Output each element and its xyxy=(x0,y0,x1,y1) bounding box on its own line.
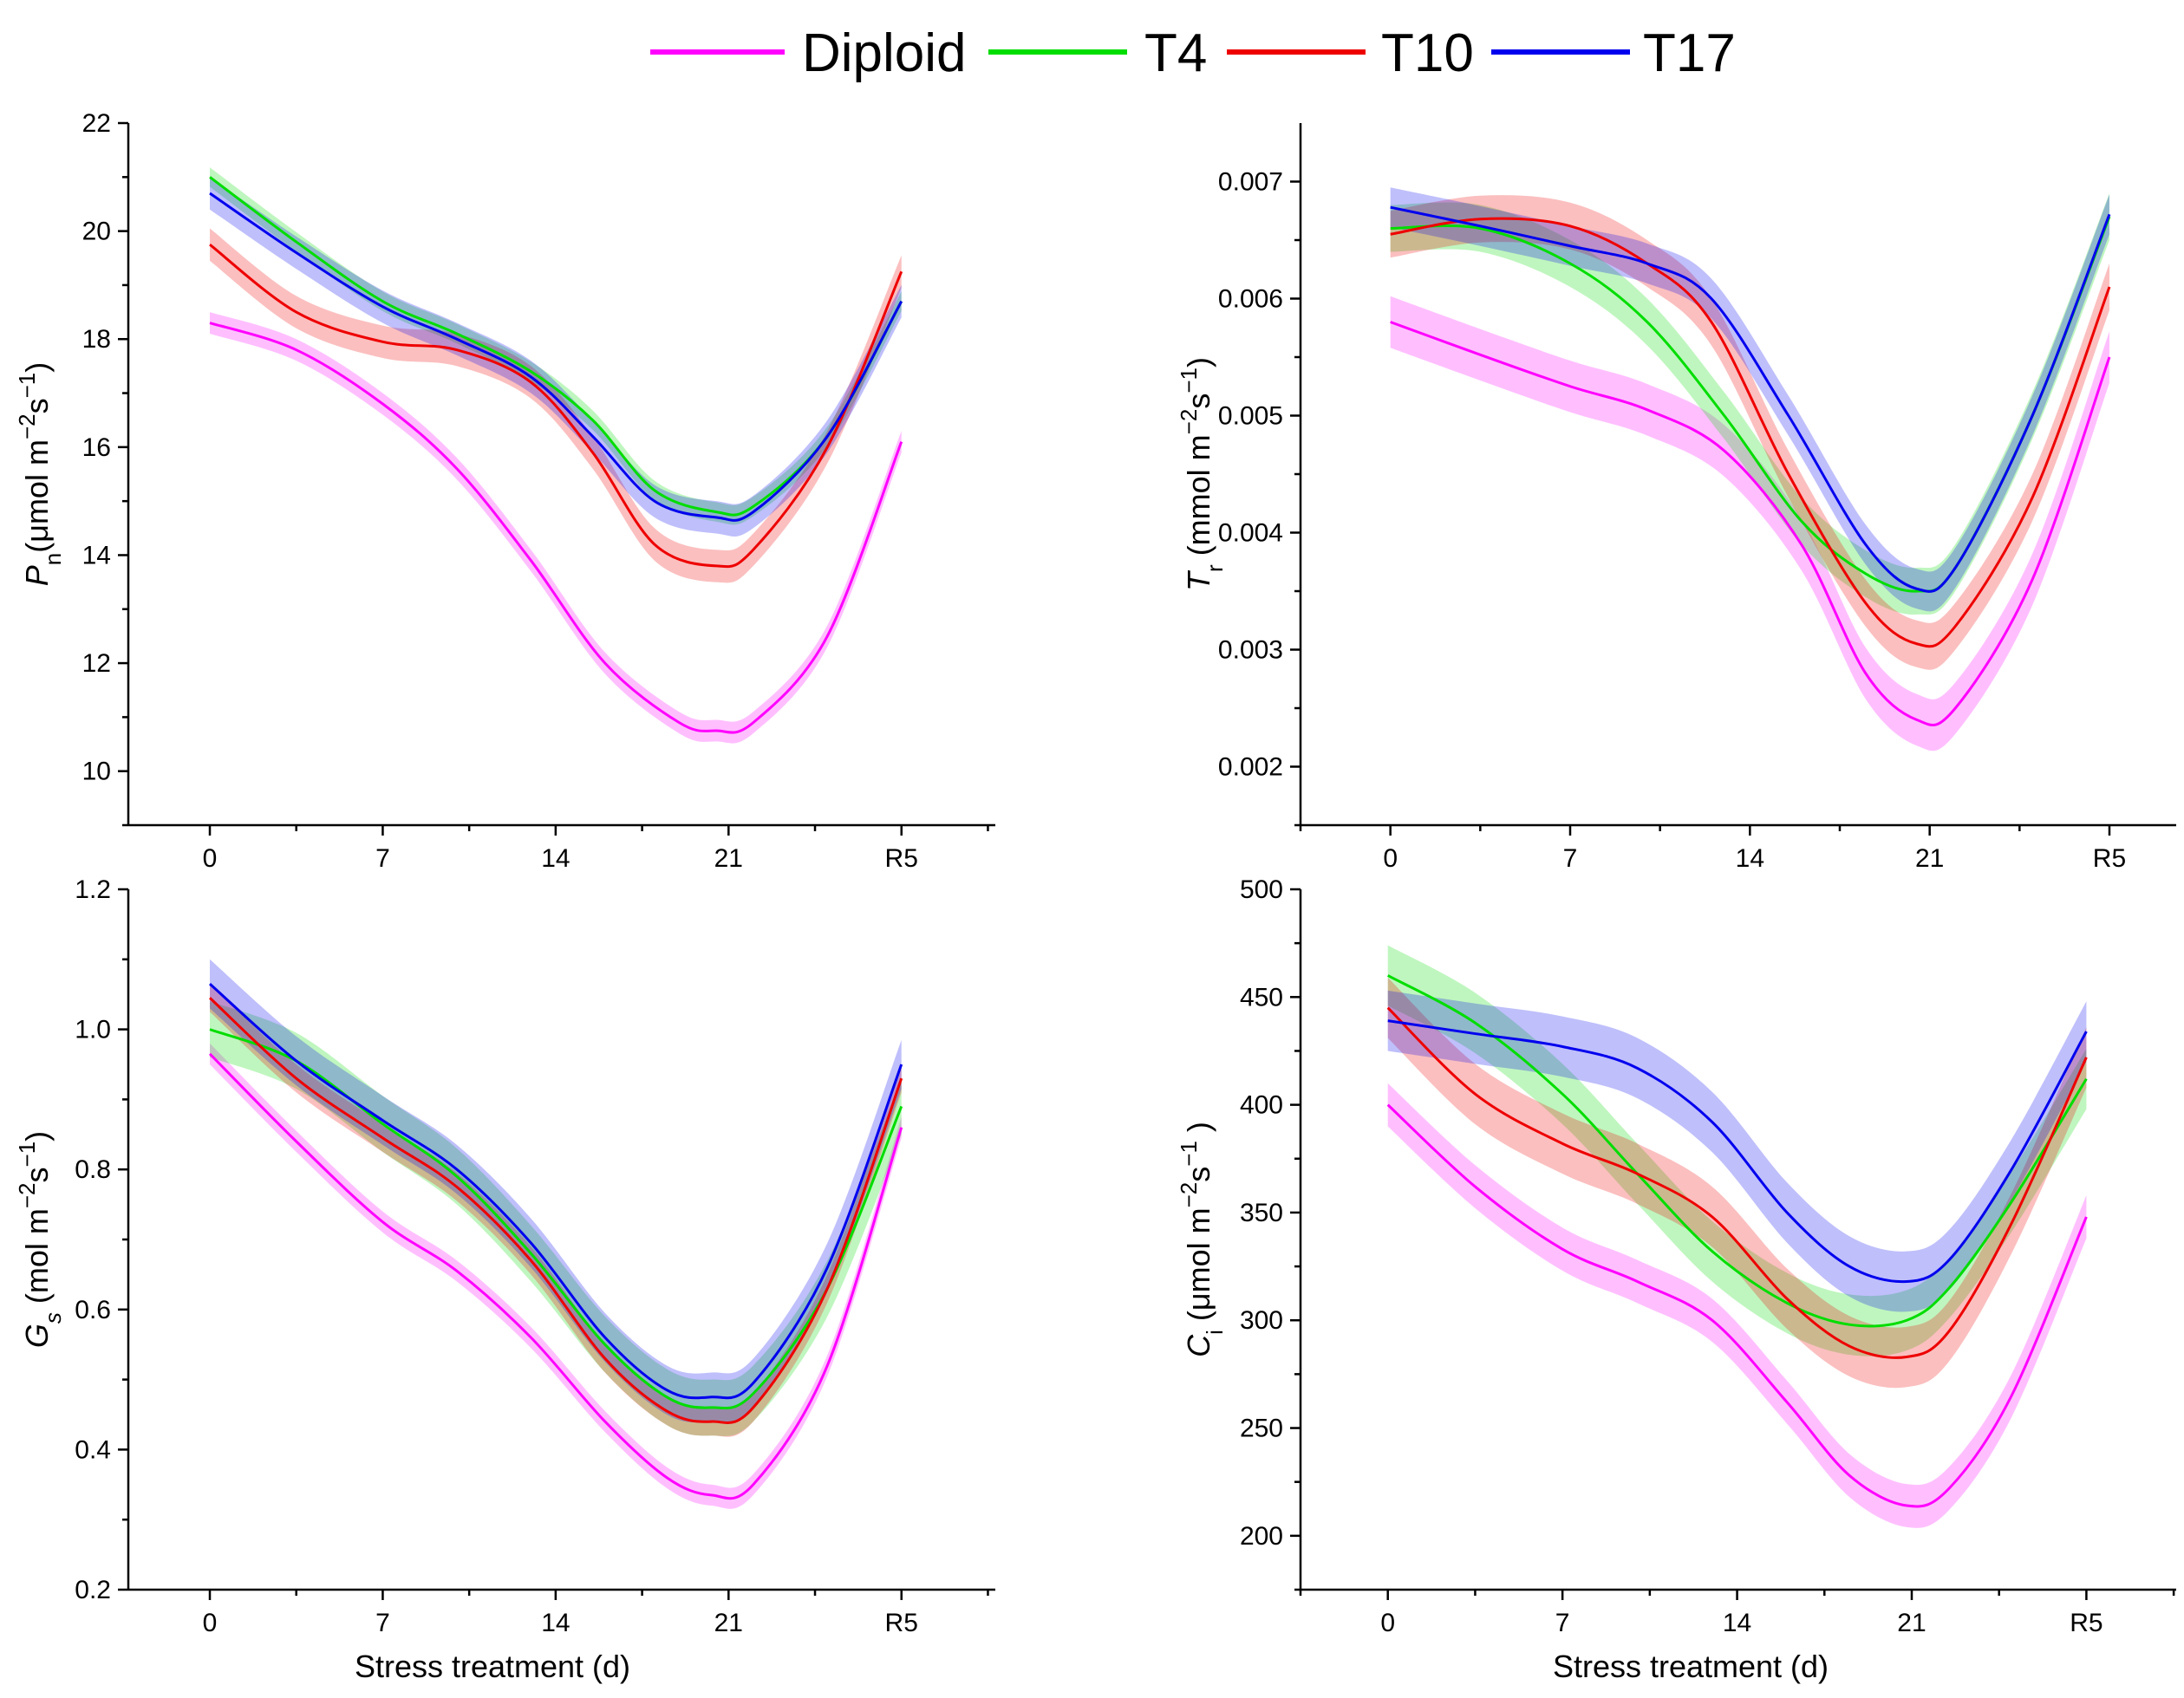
panel-ci: 200 250 300 350 400 450 500 0 7 14 21 R5 Ci (μmol m… xyxy=(1176,875,2176,1684)
ci-xlabel: Stress treatment (d) xyxy=(1553,1649,1829,1684)
tr-ytick-label: 0.003 xyxy=(1218,636,1283,665)
pn-ytick-label: 10 xyxy=(82,758,111,786)
ci-ytick-label: 500 xyxy=(1240,875,1283,904)
gs-line-t10 xyxy=(208,997,903,1424)
gs-line-diploid xyxy=(208,1052,903,1500)
pn-lines xyxy=(209,176,903,734)
tr-ytick-label: 0.006 xyxy=(1218,285,1283,314)
pn-line-diploid xyxy=(209,322,903,734)
legend: Diploid T4 T10 T17 xyxy=(650,23,1736,83)
tr-ytick-label: 0.002 xyxy=(1218,753,1283,782)
panel-gs: 0.2 0.4 0.6 0.8 1.0 1.2 0 7 14 21 R5 Gs (mol m−2s−… xyxy=(14,875,995,1684)
tr-xtick-label: 7 xyxy=(1563,844,1578,873)
pn-xtick-label: 0 xyxy=(203,844,218,873)
ci-ytick-label: 450 xyxy=(1240,983,1283,1012)
tr-line-t17 xyxy=(1390,205,2111,593)
tr-ytick-label: 0.005 xyxy=(1218,402,1283,431)
pn-ytick-label: 20 xyxy=(82,218,111,246)
pn-line-t10 xyxy=(209,244,903,569)
pn-ytick-label: 16 xyxy=(82,433,111,462)
pn-line-t4 xyxy=(209,176,903,517)
tr-xtick-label: 21 xyxy=(1915,844,1944,873)
pn-xtick-label: 7 xyxy=(375,844,390,873)
tr-axes: 0.002 0.003 0.004 0.005 0.006 0.007 0 7 14 21 R5 xyxy=(1218,123,2176,873)
gs-xtick-label: 7 xyxy=(375,1609,390,1637)
ci-ylabel: Ci (μmol m−2s−1 ) xyxy=(1176,1122,1228,1357)
tr-ytick-label: 0.004 xyxy=(1218,519,1283,548)
tr-line-diploid xyxy=(1390,321,2111,726)
pn-ytick-label: 14 xyxy=(82,541,111,569)
ci-band-t4 xyxy=(1387,945,2087,1356)
pn-xtick-label: R5 xyxy=(885,844,918,873)
pn-line-t17 xyxy=(209,192,903,522)
panel-tr: 0.002 0.003 0.004 0.005 0.006 0.007 0 7 14 21 R5 T… xyxy=(1176,123,2176,873)
ci-line-t17 xyxy=(1387,1019,2088,1284)
gs-xtick-label: R5 xyxy=(885,1609,918,1637)
ci-ytick-label: 350 xyxy=(1240,1199,1283,1227)
pn-xtick-label: 14 xyxy=(541,844,570,873)
ci-xtick-label: 7 xyxy=(1555,1609,1570,1637)
ci-bands xyxy=(1387,945,2087,1528)
ci-ytick-label: 250 xyxy=(1240,1415,1283,1443)
ci-ytick-label: 300 xyxy=(1240,1306,1283,1335)
gs-ytick-label: 0.8 xyxy=(75,1155,111,1184)
pn-ytick-label: 22 xyxy=(82,109,111,138)
gs-ytick-label: 0.4 xyxy=(75,1435,111,1464)
gs-xtick-label: 0 xyxy=(203,1609,218,1637)
tr-lines xyxy=(1390,205,2111,726)
gs-xlabel: Stress treatment (d) xyxy=(355,1649,630,1684)
ci-line-t4 xyxy=(1386,974,2088,1328)
tr-ytick-label: 0.007 xyxy=(1218,168,1283,197)
pn-xtick-label: 21 xyxy=(714,844,743,873)
gs-ytick-label: 0.6 xyxy=(75,1296,111,1324)
tr-xtick-label: 0 xyxy=(1383,844,1398,873)
gs-band-t4 xyxy=(210,1001,902,1436)
gs-axes: 0.2 0.4 0.6 0.8 1.0 1.2 0 7 14 21 R5 xyxy=(75,875,995,1637)
panel-pn: 10 12 14 16 18 20 22 0 7 14 21 R5 Pn(μmol m−2s−1) xyxy=(14,109,995,873)
gs-xtick-label: 21 xyxy=(714,1609,743,1637)
tr-band-t4 xyxy=(1390,193,2109,615)
ci-line-t10 xyxy=(1386,1006,2088,1359)
ci-ytick-label: 200 xyxy=(1240,1522,1283,1551)
tr-bands xyxy=(1390,187,2109,751)
legend-label-t10: T10 xyxy=(1381,23,1474,83)
ci-lines xyxy=(1386,974,2088,1508)
gs-xtick-label: 14 xyxy=(541,1609,570,1637)
pn-axes: 10 12 14 16 18 20 22 0 7 14 21 R5 xyxy=(82,109,995,873)
ci-xtick-label: 14 xyxy=(1723,1609,1751,1637)
tr-ylabel: Tr (mmol m−2s−1) xyxy=(1176,357,1228,591)
legend-label-diploid: Diploid xyxy=(802,23,967,83)
ci-line-diploid xyxy=(1386,1103,2088,1508)
pn-ylabel: Pn(μmol m−2s−1) xyxy=(14,362,66,587)
legend-label-t4: T4 xyxy=(1144,23,1207,83)
legend-label-t17: T17 xyxy=(1643,23,1736,83)
gs-lines xyxy=(208,982,903,1500)
gs-ylabel: Gs (mol m−2s−1) xyxy=(14,1131,66,1348)
gs-bands xyxy=(210,959,902,1509)
ci-xtick-label: 0 xyxy=(1380,1609,1395,1637)
gs-ytick-label: 0.2 xyxy=(75,1576,111,1604)
tr-band-diploid xyxy=(1390,296,2109,751)
tr-xtick-label: 14 xyxy=(1736,844,1764,873)
tr-band-t10 xyxy=(1390,195,2109,670)
ci-ytick-label: 400 xyxy=(1240,1091,1283,1120)
gs-line-t17 xyxy=(209,982,903,1400)
ci-axes: 200 250 300 350 400 450 500 0 7 14 21 R5 xyxy=(1240,875,2176,1637)
pn-ytick-label: 12 xyxy=(82,649,111,678)
ci-xtick-label: 21 xyxy=(1897,1609,1926,1637)
pn-ytick-label: 18 xyxy=(82,325,111,354)
tr-xtick-label: R5 xyxy=(2093,844,2126,873)
tr-line-t10 xyxy=(1390,217,2111,648)
tr-band-t17 xyxy=(1390,187,2109,612)
ci-xtick-label: R5 xyxy=(2070,1609,2103,1637)
gs-ytick-label: 1.2 xyxy=(75,875,111,904)
gs-ytick-label: 1.0 xyxy=(75,1016,111,1044)
